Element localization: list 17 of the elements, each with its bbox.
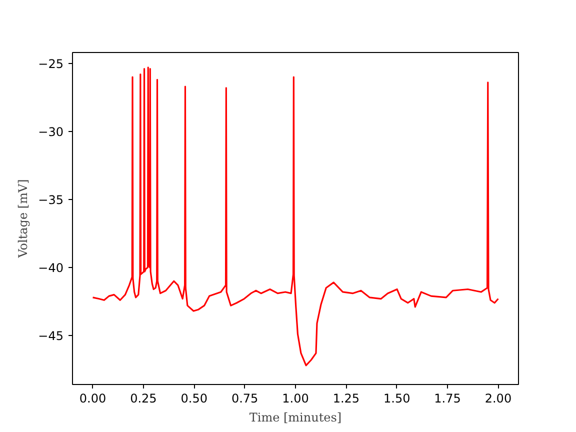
y-tick-label: −40 — [38, 260, 64, 275]
y-tick-label: −30 — [38, 124, 64, 139]
line-series — [92, 66, 500, 366]
x-tick-label: 0.25 — [130, 392, 157, 406]
x-tick-label: 0.75 — [231, 392, 258, 406]
x-tick-label: 1.00 — [282, 392, 309, 406]
y-tick-label: −25 — [38, 56, 64, 71]
x-tick-label: 1.75 — [434, 392, 461, 406]
x-tick-label: 1.50 — [384, 392, 410, 406]
x-tick-label: 2.00 — [484, 392, 512, 406]
y-tick-label: −35 — [38, 192, 64, 207]
x-tick-label: 1.25 — [332, 392, 360, 406]
x-tick-label: 0.00 — [79, 392, 106, 406]
x-tick-label: 0.50 — [180, 392, 208, 406]
x-axis-title: Time [minutes] — [249, 410, 342, 424]
y-axis-title: Voltage [mV] — [16, 179, 30, 259]
y-tick-label: −45 — [38, 329, 64, 344]
